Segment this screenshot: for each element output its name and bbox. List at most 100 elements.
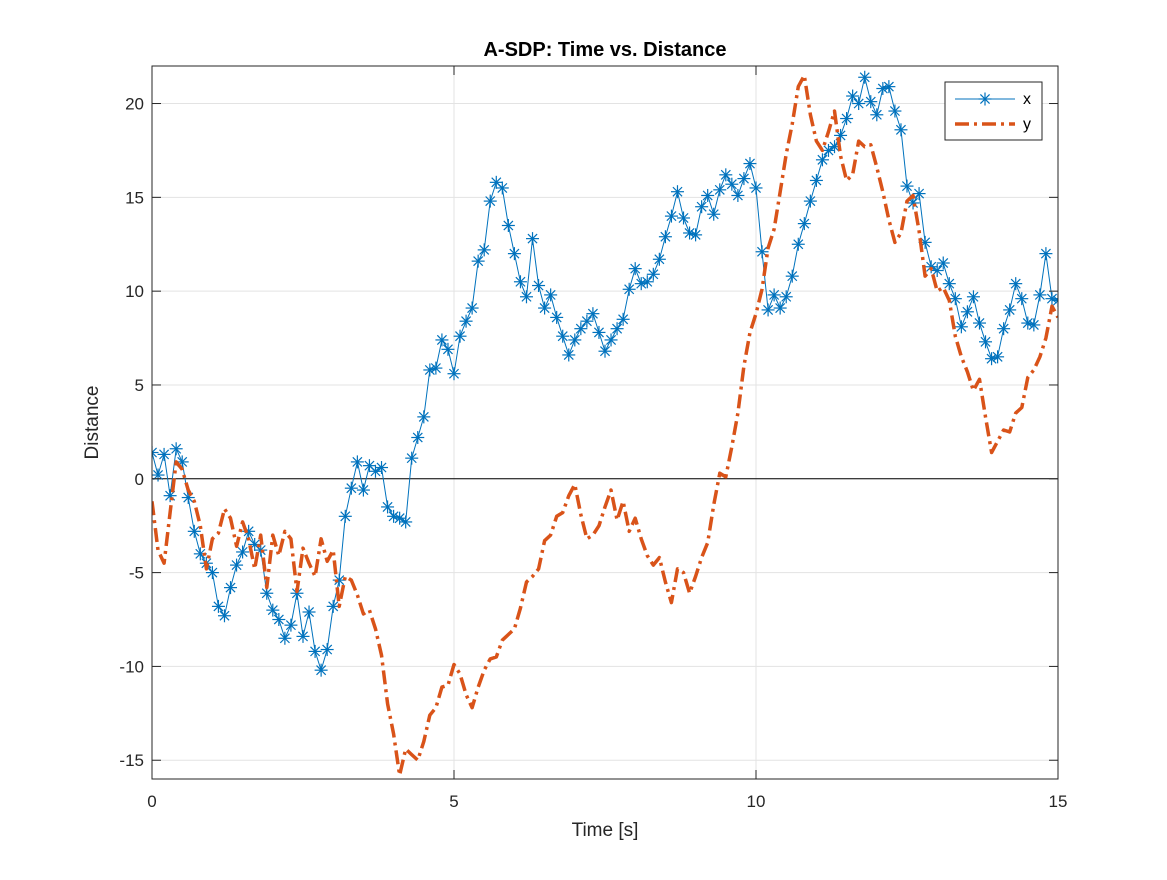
data-point [544,288,557,301]
data-point [713,183,726,196]
data-point [804,195,817,208]
data-point [750,181,763,194]
data-point [979,335,992,348]
y-tick-label: -10 [119,657,144,676]
data-point [520,290,533,303]
data-point [411,431,424,444]
data-point [405,452,418,465]
data-point [725,178,738,191]
data-point [339,510,352,523]
data-point [484,195,497,208]
data-point [816,153,829,166]
data-point [478,243,491,256]
data-point [768,288,781,301]
data-point [937,257,950,270]
data-point [448,367,461,380]
x-tick-label: 15 [1049,792,1068,811]
data-point [429,362,442,375]
data-point [266,604,279,617]
data-point [218,609,231,622]
data-point [224,581,237,594]
data-point [460,315,473,328]
data-point [774,302,787,315]
data-point [158,448,171,461]
data-point [345,482,358,495]
data-point [949,292,962,305]
data-point [629,262,642,275]
data-point [381,500,394,513]
data-point [731,189,744,202]
chart-title: A-SDP: Time vs. Distance [483,39,726,61]
y-axis-label: Distance [82,386,103,460]
data-point [641,275,654,288]
data-point [701,189,714,202]
data-point [472,255,485,268]
x-axis-label: Time [s] [572,820,639,841]
data-point [846,90,859,103]
data-point [502,219,515,232]
data-point [858,71,871,84]
data-point [659,230,672,243]
data-point [538,302,551,315]
data-point [580,315,593,328]
data-point [991,350,1004,363]
data-point [671,185,684,198]
data-point [417,410,430,423]
data-point [979,93,992,106]
legend-label: x [1023,91,1031,108]
data-point [550,311,563,324]
data-point [375,461,388,474]
data-point [321,643,334,656]
x-tick-label: 0 [147,792,156,811]
data-point [315,664,328,677]
data-point [297,630,310,643]
data-point [230,559,243,572]
x-tick-label: 10 [747,792,766,811]
data-point [870,108,883,121]
legend-label: y [1023,116,1031,133]
data-point [943,277,956,290]
data-point [309,645,322,658]
data-point [592,326,605,339]
data-point [665,210,678,223]
data-point [762,303,775,316]
data-point [653,253,666,266]
data-point [689,228,702,241]
data-point [284,619,297,632]
data-point [303,606,316,619]
data-point [810,174,823,187]
data-point [1009,277,1022,290]
data-point [556,330,569,343]
data-point [647,268,660,281]
data-point [496,181,509,194]
data-point [152,469,165,482]
y-tick-label: 20 [125,95,144,114]
plot-area [146,66,1065,779]
data-point [611,322,624,335]
data-point [508,247,521,260]
data-point [599,345,612,358]
data-point [605,333,618,346]
data-point [719,168,732,181]
data-point [435,333,448,346]
data-point [170,442,183,455]
data-point [707,208,720,221]
data-point [840,112,853,125]
data-point [792,238,805,251]
x-tick-label: 5 [449,792,458,811]
data-point [574,322,587,335]
data-point [562,348,575,361]
data-point [695,200,708,213]
data-point [1027,318,1040,331]
data-point [677,211,690,224]
data-point [737,172,750,185]
data-point [526,232,539,245]
data-point [351,455,364,468]
data-point [997,322,1010,335]
data-point [466,302,479,315]
data-point [973,317,986,330]
data-point [743,157,756,170]
data-point [441,343,454,356]
